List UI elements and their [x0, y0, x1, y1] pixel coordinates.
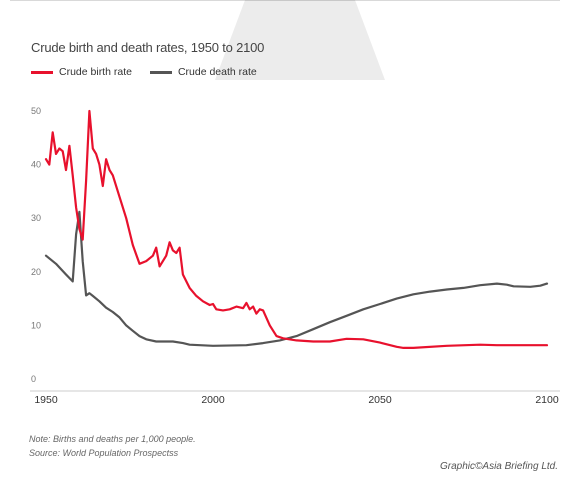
- note-text: Note: Births and deaths per 1,000 people…: [29, 434, 196, 444]
- legend-label-death: Crude death rate: [177, 66, 257, 78]
- x-tick-label: 2050: [368, 394, 392, 406]
- chart-title: Crude birth and death rates, 1950 to 210…: [31, 40, 265, 55]
- legend-item-birth: Crude birth rate: [31, 66, 132, 78]
- y-tick-label: 40: [31, 160, 41, 170]
- watermark-logo: [215, 0, 385, 80]
- y-tick-label: 10: [31, 320, 41, 330]
- x-tick-label: 1950: [34, 394, 58, 406]
- legend-item-death: Crude death rate: [149, 66, 257, 78]
- source-text: Source: World Population Prospectss: [29, 448, 179, 458]
- series-line-birth-rate: [44, 109, 549, 349]
- credit-text: Graphic©Asia Briefing Ltd.: [440, 461, 558, 472]
- series-line-death-rate: [44, 210, 549, 347]
- chart-legend: Crude birth rate Crude death rate: [31, 66, 275, 78]
- legend-swatch-death: [149, 70, 172, 74]
- legend-label-birth: Crude birth rate: [59, 66, 132, 78]
- x-tick-label: 2100: [535, 394, 559, 406]
- y-tick-label: 50: [31, 106, 41, 116]
- x-tick-label: 2000: [201, 394, 225, 406]
- y-tick-label: 0: [31, 374, 36, 384]
- top-divider: [10, 0, 560, 9]
- y-tick-label: 20: [31, 267, 41, 277]
- y-tick-label: 30: [31, 213, 41, 223]
- legend-swatch-birth: [31, 70, 53, 74]
